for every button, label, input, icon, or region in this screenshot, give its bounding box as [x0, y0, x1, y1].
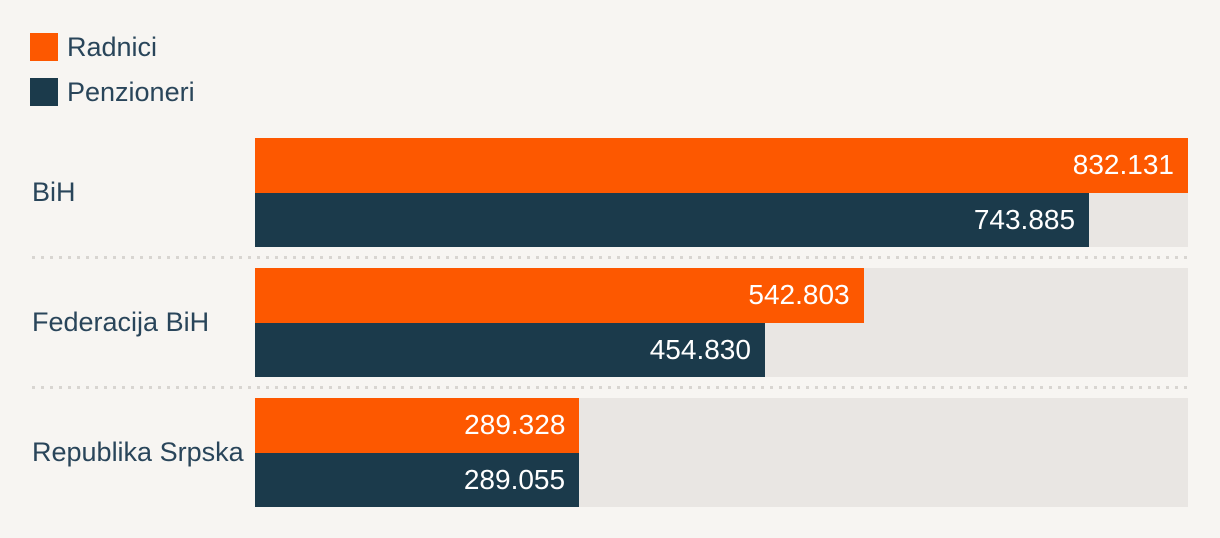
- bar-radnici: 289.328: [255, 398, 580, 453]
- bar-value-label: 832.131: [1072, 149, 1174, 180]
- bar-value-label: 289.328: [464, 409, 566, 440]
- chart-row-republika-srpska: Republika Srpska 289.328 289.055: [0, 398, 1220, 507]
- bar-penzioneri: 289.055: [255, 452, 580, 507]
- radnici-swatch-icon: [30, 33, 58, 61]
- bar-track: 454.830: [255, 322, 1188, 377]
- category-label: BiH: [32, 177, 76, 207]
- chart-area: BiH 832.131 743.885 Federacija BiH: [0, 138, 1220, 507]
- legend-item-radnici: Radnici: [30, 33, 195, 61]
- chart-row-federacija-bih: Federacija BiH 542.803 454.830: [0, 268, 1220, 377]
- bar-track: 289.055: [255, 452, 1188, 507]
- category-label: Republika Srpska: [32, 437, 244, 467]
- legend-label-penzioneri: Penzioneri: [67, 77, 195, 107]
- bar-radnici: 542.803: [255, 268, 864, 323]
- penzioneri-swatch-icon: [30, 78, 58, 106]
- bar-penzioneri: 454.830: [255, 322, 765, 377]
- legend-item-penzioneri: Penzioneri: [30, 78, 195, 106]
- row-separator: [32, 256, 1188, 259]
- category-label: Federacija BiH: [32, 307, 210, 337]
- chart-row-bih: BiH 832.131 743.885: [0, 138, 1220, 247]
- bar-value-label: 289.055: [463, 463, 566, 495]
- row-bars: 832.131 743.885: [255, 138, 1188, 247]
- bar-value-label: 743.885: [973, 203, 1076, 235]
- bar-value-label: 542.803: [748, 279, 850, 310]
- legend-label-radnici: Radnici: [67, 32, 158, 62]
- row-bars: 542.803 454.830: [255, 268, 1188, 377]
- bar-value-label: 454.830: [649, 333, 751, 365]
- bar-penzioneri: 743.885: [255, 192, 1090, 247]
- row-separator: [32, 386, 1188, 389]
- bar-track: 289.328: [255, 398, 1188, 453]
- bar-radnici: 832.131: [255, 138, 1188, 193]
- bar-track: 743.885: [255, 192, 1188, 247]
- bar-track: 542.803: [255, 268, 1188, 323]
- row-bars: 289.328 289.055: [255, 398, 1188, 507]
- chart-legend: Radnici Penzioneri: [30, 33, 195, 123]
- bar-track: 832.131: [255, 138, 1188, 193]
